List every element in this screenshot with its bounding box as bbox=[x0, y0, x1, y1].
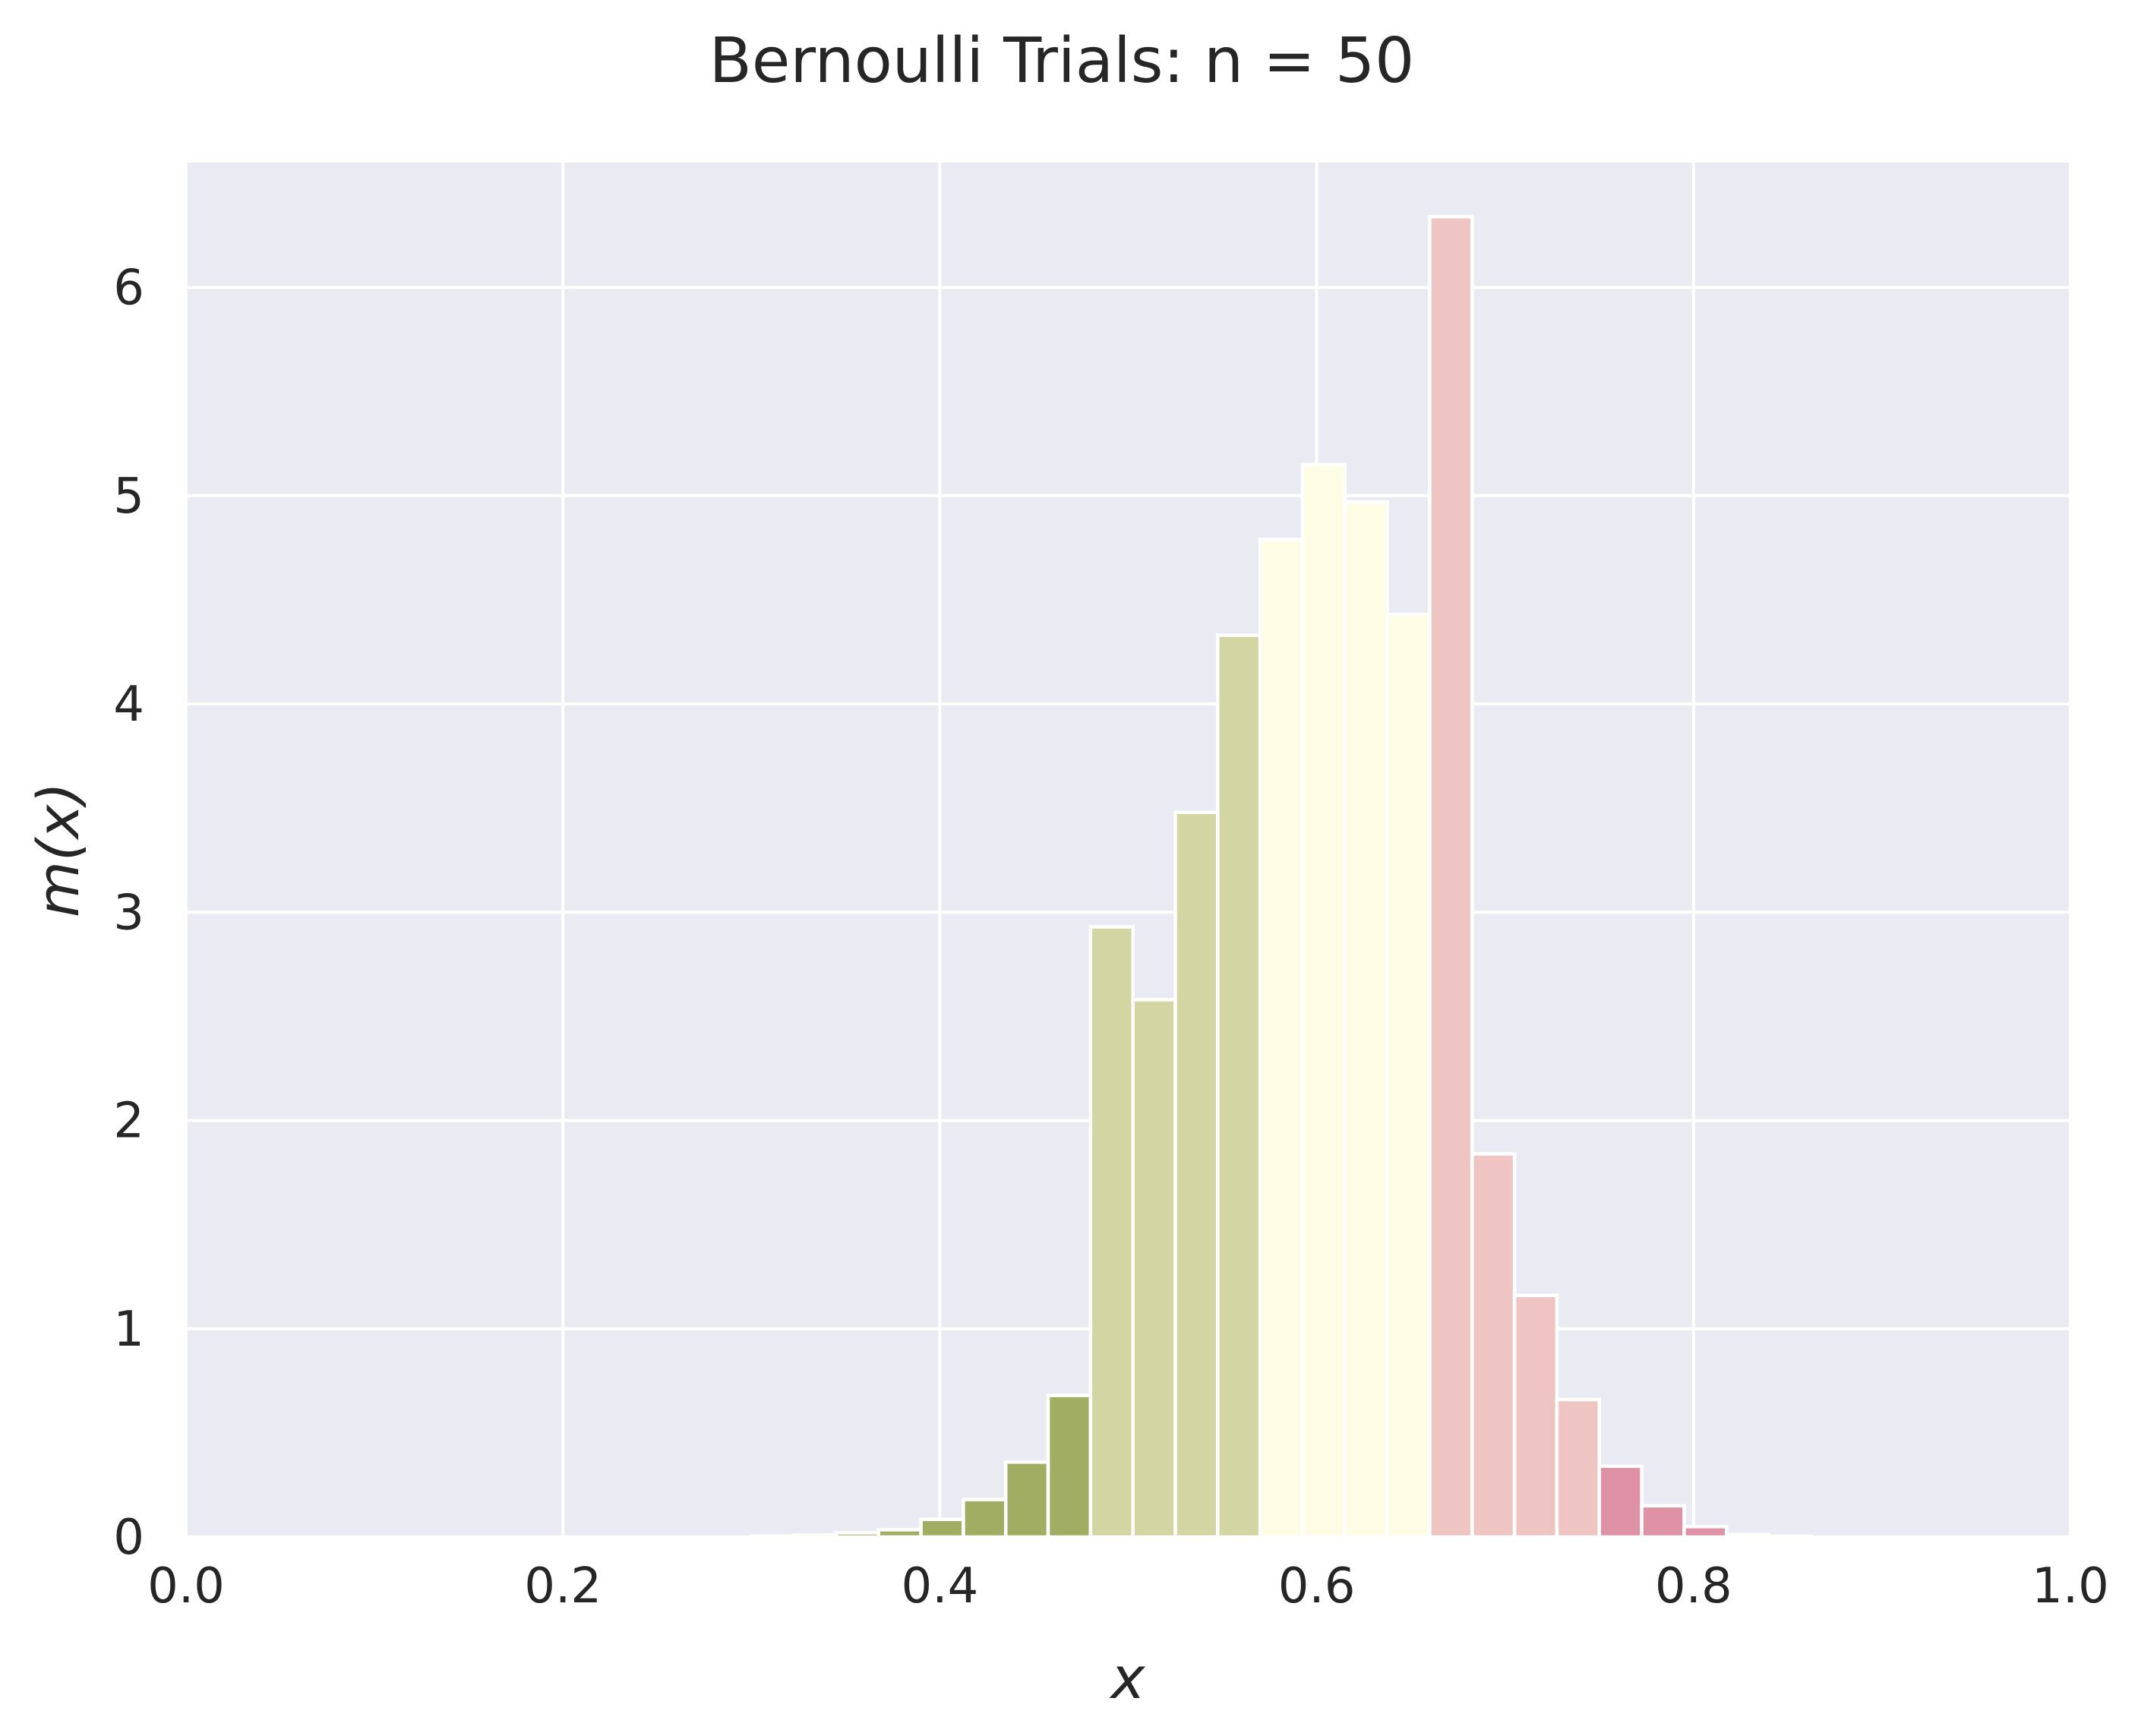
histogram-bar bbox=[1173, 810, 1220, 1539]
histogram-bar bbox=[834, 1531, 881, 1539]
histogram-bar bbox=[919, 1517, 965, 1539]
histogram-bar bbox=[1216, 633, 1262, 1539]
x-tick-label: 0.6 bbox=[1278, 1558, 1356, 1614]
histogram-bar bbox=[1724, 1532, 1771, 1539]
histogram-bar bbox=[1640, 1504, 1686, 1539]
histogram-bar bbox=[1682, 1525, 1729, 1539]
histogram-bar bbox=[1046, 1394, 1093, 1539]
x-tick-label: 1.0 bbox=[2032, 1558, 2109, 1614]
histogram-bars bbox=[750, 215, 1814, 1539]
y-tick-label: 0 bbox=[113, 1510, 144, 1566]
histogram-bar bbox=[1428, 215, 1474, 1539]
y-tick-label: 3 bbox=[113, 885, 144, 941]
histogram-bar bbox=[1088, 925, 1135, 1539]
histogram-bar bbox=[1512, 1293, 1559, 1539]
histogram-bar bbox=[1767, 1534, 1814, 1539]
chart-title: Bernoulli Trials: n = 50 bbox=[709, 25, 1415, 97]
histogram-bar bbox=[1597, 1464, 1644, 1539]
y-tick-label: 4 bbox=[113, 677, 144, 733]
y-tick-label: 5 bbox=[113, 469, 144, 525]
x-axis-ticks: 0.0 0.2 0.4 0.6 0.8 1.0 bbox=[147, 1558, 2109, 1614]
x-axis-label: x bbox=[1110, 1644, 1146, 1712]
histogram-bar bbox=[1258, 538, 1305, 1539]
histogram-bar bbox=[1555, 1397, 1601, 1539]
x-tick-label: 0.4 bbox=[902, 1558, 979, 1614]
y-axis-label: m(x) bbox=[24, 782, 92, 917]
x-tick-label: 0.2 bbox=[524, 1558, 602, 1614]
histogram-bar bbox=[750, 1534, 796, 1539]
histogram-bar bbox=[1343, 500, 1389, 1539]
histogram-bar bbox=[1003, 1460, 1050, 1539]
histogram-bar bbox=[791, 1533, 838, 1539]
y-tick-label: 6 bbox=[113, 260, 144, 317]
grid-lines bbox=[185, 163, 2072, 1539]
y-axis-ticks: 0 1 2 3 4 5 6 bbox=[113, 260, 144, 1566]
y-tick-label: 1 bbox=[113, 1302, 144, 1358]
histogram-bar bbox=[1385, 612, 1432, 1539]
histogram-bar bbox=[1300, 462, 1347, 1539]
y-tick-label: 2 bbox=[113, 1094, 144, 1150]
histogram-bar bbox=[876, 1528, 923, 1539]
histogram-bar bbox=[1131, 998, 1177, 1539]
histogram-bar bbox=[1470, 1152, 1517, 1539]
x-tick-label: 0.0 bbox=[147, 1558, 225, 1614]
histogram-bar bbox=[962, 1498, 1008, 1539]
x-tick-label: 0.8 bbox=[1655, 1558, 1732, 1614]
